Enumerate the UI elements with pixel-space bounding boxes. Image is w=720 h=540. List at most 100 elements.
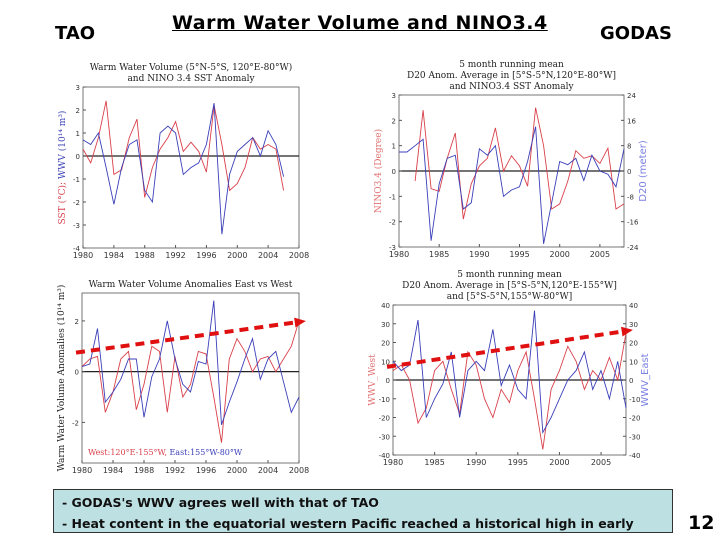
y-right-tick-label: 0 [629,377,633,385]
y-tick-label: -3 [73,222,80,230]
x-tick-label: 2000 [227,466,247,475]
y-axis-label: WWV_West [368,354,378,406]
x-tick-label: 1984 [103,466,123,475]
legend: West:120°E-155°W, East:155°W-80°W [88,448,243,457]
plot-frame [81,292,300,464]
y-tick-label: -30 [379,433,390,441]
y-tick-label: 1 [76,130,80,138]
y-axis-label: NINO3.4 (Degree) [373,129,384,213]
x-tick-label: 1980 [389,250,409,259]
y-tick-label: -1 [389,193,396,201]
x-tick-label: 2008 [289,466,309,475]
y-right-tick-label: -16 [627,219,639,227]
y-tick-label: -2 [389,219,396,227]
x-tick-label: 1980 [383,458,403,467]
x-tick-label: 2000 [550,250,570,259]
x-tick-label: 2005 [591,458,611,467]
chart-title: and [5°S-5°N,155°W-80°W] [447,292,572,302]
trend-arrow [386,329,625,369]
series-line-blue [81,300,300,426]
y-tick-label: 20 [381,340,390,348]
y-tick-label: 0 [76,153,80,161]
y-right-axis-label: WWV_East [640,353,651,406]
y-tick-label: 0 [75,369,79,377]
chart-title: 5 month running mean [459,60,564,70]
slide-title: Warm Water Volume and NINO3.4 [172,12,548,34]
y-right-tick-label: -40 [629,452,640,460]
summary-note: - GODAS's WWV agrees well with that of T… [53,489,673,540]
y-tick-label: 2 [76,107,80,115]
chart-tao-bottom: Warm Water Volume Anomalies East vs West… [56,280,309,475]
y-right-tick-label: -24 [627,244,639,252]
chart-title: 5 month running mean [457,270,562,280]
trend-arrow-head [294,317,306,328]
legend-east: East:155°W-80°W [169,448,242,457]
x-tick-label: 1985 [424,458,444,467]
x-tick-label: 1996 [196,466,216,475]
y-right-axis-label: D20 (meter) [638,140,649,202]
y-tick-label: -40 [379,452,390,460]
y-tick-label: -4 [73,245,81,253]
y-right-tick-label: 30 [629,321,638,329]
x-tick-label: 1988 [134,466,154,475]
series-line-red [414,107,625,220]
x-tick-label: 2008 [289,251,309,260]
series-line-blue [82,103,285,235]
tao-label: TAO [55,23,96,44]
y-tick-label: 1 [392,143,396,151]
y-tick-label: 0 [386,377,390,385]
series-line-red [82,100,285,198]
y-tick-label: -2 [72,419,79,427]
y-tick-label: -3 [389,244,396,252]
x-tick-label: 1984 [104,251,124,260]
y-axis-label: Warm Water Volume Anomalies (10¹⁴ m³) [56,285,67,472]
x-tick-label: 1980 [73,251,93,260]
x-tick-label: 2000 [227,251,247,260]
chart-tao-top: Warm Water Volume (5°N-5°S, 120°E-80°W)a… [57,62,309,260]
y-tick-label: 2 [392,117,396,125]
y-axis-label: SST (°C); WWV (10¹⁴ m³) [57,111,68,225]
y-right-tick-label: 0 [627,168,631,176]
legend-west: West:120°E-155°W, [88,448,169,457]
y-tick-label: 10 [381,358,390,366]
y-axis-label-part: SST (°C); [57,179,68,224]
x-tick-label: 2000 [549,458,569,467]
y-tick-label: 3 [76,84,80,92]
note-line-2: - Heat content in the equatorial western… [62,516,634,540]
y-tick-label: 2 [75,318,79,326]
y-right-tick-label: 8 [627,143,631,151]
y-tick-label: 30 [381,321,390,329]
series-line-blue [392,310,627,435]
chart-title: D20 Anom. Average in [5°S-5°N,120°E-155°… [402,281,617,291]
chart-title: D20 Anom. Average in [5°S-5°N,120°E-80°W… [407,71,616,81]
series-line-red [392,333,627,450]
y-right-tick-label: 16 [627,117,636,125]
trend-arrow [75,320,298,355]
y-tick-label: 0 [392,168,396,176]
y-tick-label: 40 [381,302,390,310]
x-tick-label: 1988 [135,251,155,260]
y-right-tick-label: 24 [627,92,636,100]
chart-title: and NINO 3.4 SST Anomaly [127,74,255,84]
series-line-blue [399,126,625,244]
x-tick-label: 1995 [509,250,529,259]
x-tick-label: 1985 [429,250,449,259]
y-axis-label-part: WWV (10¹⁴ m³) [57,111,68,180]
godas-label: GODAS [600,23,672,44]
y-right-tick-label: -10 [629,396,640,404]
y-right-tick-label: -8 [627,193,634,201]
x-tick-label: 1980 [72,466,92,475]
y-right-tick-label: -20 [629,415,640,423]
chart-title: Warm Water Volume (5°N-5°S, 120°E-80°W) [90,62,293,73]
y-tick-label: -20 [379,415,390,423]
y-right-tick-label: 20 [629,340,638,348]
y-tick-label: -1 [73,176,80,184]
x-tick-label: 1996 [196,251,216,260]
plot-frame [82,86,300,249]
x-tick-label: 2004 [258,466,278,475]
trend-arrow-head [621,326,633,337]
